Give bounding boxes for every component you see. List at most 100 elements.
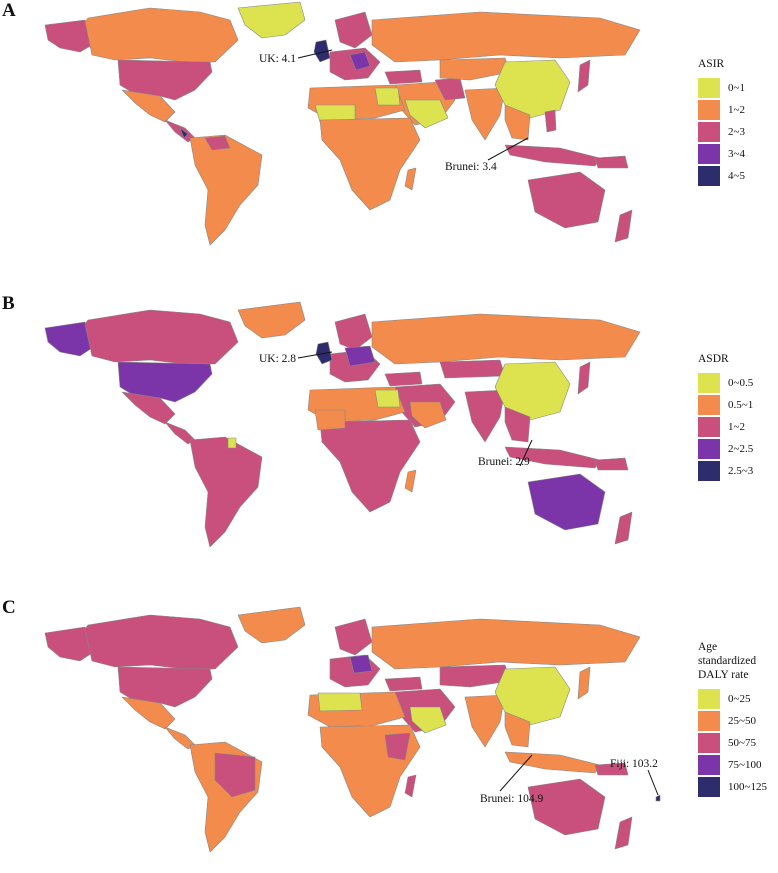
- region-central-asia: [439, 57, 511, 81]
- region-south-america: [189, 436, 263, 548]
- region-indonesia: [504, 446, 601, 469]
- legend-item: 0.5~1: [698, 394, 753, 416]
- region-turkey: [384, 69, 423, 85]
- legend-label: 0~25: [728, 693, 751, 705]
- region-east-africa: [384, 732, 411, 761]
- region-mexico: [121, 89, 176, 123]
- brunei-annotation-line: [519, 439, 533, 467]
- legend-label: 50~75: [728, 737, 756, 749]
- region-usa: [117, 361, 213, 403]
- panel-b-map: [44, 301, 641, 548]
- region-new-zealand: [614, 511, 633, 545]
- region-australia: [527, 171, 606, 229]
- legend-item: 2~3: [698, 121, 745, 143]
- region-usa: [117, 666, 213, 708]
- legend-item: 2~2.5: [698, 438, 753, 460]
- legend-swatch: [698, 461, 720, 481]
- legend-label: 1~2: [728, 421, 745, 433]
- region-philippines: [544, 109, 557, 133]
- legend-item: 50~75: [698, 732, 778, 754]
- fiji-annotation-line: [647, 769, 659, 796]
- region-scandinavia: [334, 11, 373, 49]
- region-mexico: [121, 391, 176, 425]
- legend-item: 1~2: [698, 99, 745, 121]
- legend-swatch: [698, 78, 720, 98]
- region-japan: [577, 666, 591, 700]
- region-arabia: [409, 706, 447, 734]
- region-png: [594, 155, 629, 169]
- region-india: [464, 694, 506, 748]
- region-japan: [577, 361, 591, 395]
- region-greenland: [237, 1, 306, 39]
- panel-b-legend: ASDR 0~0.5 0.5~1 1~2 2~2.5 2.5~3: [698, 352, 753, 482]
- region-west-africa: [314, 409, 346, 431]
- region-canada: [84, 614, 239, 670]
- region-se-asia: [504, 711, 531, 748]
- region-canada: [84, 7, 239, 63]
- region-central-asia: [439, 664, 511, 688]
- legend-swatch: [698, 395, 720, 415]
- legend-swatch: [698, 755, 720, 775]
- legend-label: 3~4: [728, 148, 745, 160]
- legend-title: Age standardized DALY rate: [698, 640, 778, 682]
- region-uk: [313, 39, 331, 63]
- region-mexico: [121, 696, 176, 730]
- region-madagascar: [404, 167, 417, 191]
- region-central-europe: [349, 51, 371, 71]
- legend-item: 0~1: [698, 77, 745, 99]
- region-egypt: [374, 87, 401, 106]
- region-australia: [527, 473, 606, 531]
- legend-swatch: [698, 373, 720, 393]
- region-australia: [527, 778, 606, 836]
- legend-label: 0~0.5: [728, 377, 754, 389]
- region-alaska: [44, 321, 93, 357]
- legend-swatch: [698, 711, 720, 731]
- legend-label: 1~2: [728, 104, 745, 116]
- legend-title: ASIR: [698, 58, 725, 70]
- legend-label: 75~100: [728, 759, 762, 771]
- legend-label: 2~2.5: [728, 443, 754, 455]
- region-russia: [371, 313, 641, 365]
- legend-title: ASDR: [698, 353, 729, 365]
- region-central-europe: [344, 345, 376, 367]
- region-greenland: [237, 301, 306, 339]
- legend-title-line1: Age standardized: [698, 641, 757, 667]
- panel-c-letter: C: [2, 597, 16, 618]
- legend-item: 1~2: [698, 416, 753, 438]
- region-turkey: [384, 676, 423, 692]
- region-alaska: [44, 19, 93, 53]
- annotation-brunei-a: Brunei: 3.4: [445, 161, 497, 173]
- region-china: [494, 361, 571, 421]
- region-png: [594, 457, 629, 471]
- legend-label: 2.5~3: [728, 465, 754, 477]
- region-japan: [577, 59, 591, 93]
- region-greenland: [237, 606, 306, 644]
- legend-label: 4~5: [728, 170, 745, 182]
- panel-a-legend: ASIR 0~1 1~2 2~3 3~4 4~5: [698, 57, 745, 187]
- legend-item: 75~100: [698, 754, 778, 776]
- legend-label: 0.5~1: [728, 399, 754, 411]
- region-egypt: [374, 389, 401, 408]
- panel-a-letter: A: [2, 0, 16, 21]
- legend-item: 100~125: [698, 776, 778, 798]
- region-brazil: [214, 752, 256, 798]
- region-scandinavia: [334, 313, 373, 351]
- region-arabia: [404, 99, 449, 129]
- region-arabia: [409, 401, 447, 429]
- region-india: [464, 87, 506, 141]
- legend-item: 25~50: [698, 710, 778, 732]
- panel-c-map: [44, 606, 661, 853]
- region-fiji: [655, 794, 661, 802]
- region-china: [494, 666, 571, 726]
- region-venezuela: [204, 135, 231, 151]
- annotation-brunei-b: Brunei: 2.9: [478, 456, 530, 468]
- region-se-asia: [504, 406, 531, 443]
- legend-swatch: [698, 777, 720, 797]
- legend-label: 25~50: [728, 715, 756, 727]
- region-se-asia: [504, 104, 531, 141]
- region-indonesia: [504, 751, 601, 774]
- region-new-zealand: [614, 209, 633, 243]
- annotation-uk-b: UK: 2.8: [259, 353, 297, 365]
- panel-a-map: [44, 1, 641, 246]
- annotation-brunei-c: Brunei: 104.9: [480, 793, 544, 805]
